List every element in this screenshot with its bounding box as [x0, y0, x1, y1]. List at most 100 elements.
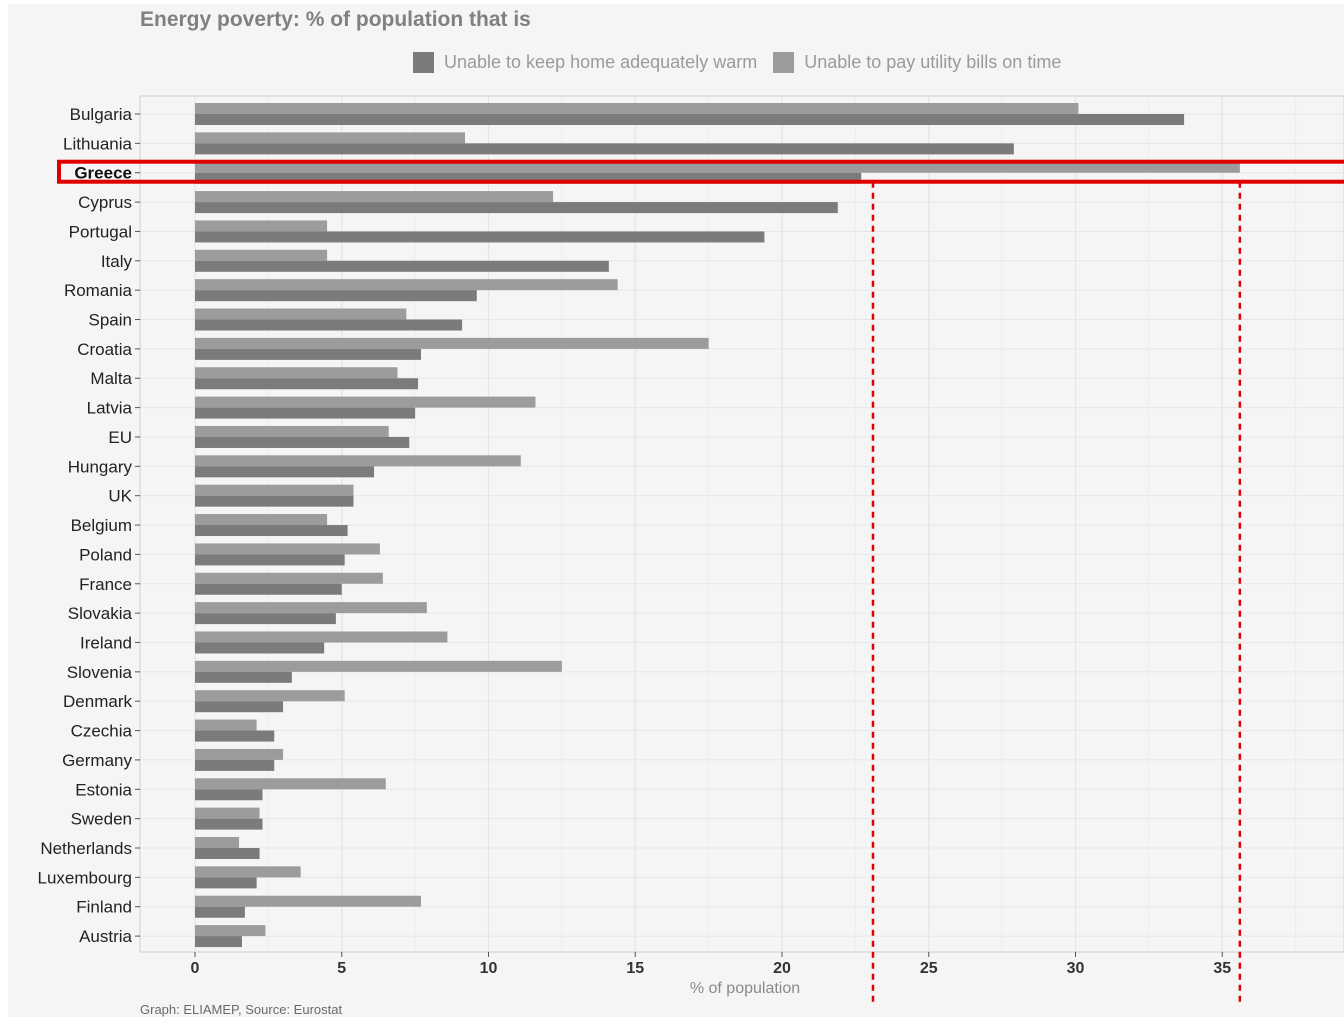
- bar-bills-latvia: [195, 396, 536, 408]
- bar-warm-luxembourg: [195, 877, 257, 889]
- y-tick-label-latvia: Latvia: [87, 399, 133, 418]
- x-tick-label: 15: [626, 960, 644, 977]
- plot-border: [139, 95, 1344, 953]
- bar-bills-slovakia: [195, 602, 427, 614]
- y-tick-label-france: France: [79, 575, 132, 594]
- y-tick-label-estonia: Estonia: [75, 780, 132, 799]
- bar-warm-germany: [195, 759, 275, 771]
- bar-bills-czechia: [195, 719, 257, 731]
- bar-bills-denmark: [195, 690, 345, 702]
- bar-bills-ireland: [195, 631, 448, 643]
- bar-bills-uk: [195, 484, 354, 496]
- y-tick-label-bulgaria: Bulgaria: [70, 105, 133, 124]
- y-tick-label-spain: Spain: [89, 311, 132, 330]
- legend-swatch-bills: [773, 51, 795, 73]
- y-tick-label-belgium: Belgium: [71, 516, 132, 535]
- legend-item-bills: Unable to pay utility bills on time: [773, 51, 1062, 73]
- bar-bills-cyprus: [195, 191, 554, 203]
- x-tick-label: 10: [480, 960, 498, 977]
- bar-warm-austria: [195, 936, 242, 948]
- legend-item-warm: Unable to keep home adequately warm: [413, 51, 758, 73]
- bar-bills-slovenia: [195, 660, 562, 672]
- bar-warm-hungary: [195, 466, 375, 478]
- bar-bills-romania: [195, 279, 618, 291]
- bar-bills-belgium: [195, 514, 328, 526]
- highlight-box-greece: [57, 159, 1344, 184]
- y-tick-label-romania: Romania: [64, 281, 133, 300]
- bar-warm-malta: [195, 378, 419, 390]
- y-tick-label-portugal: Portugal: [69, 222, 132, 241]
- y-tick-label-denmark: Denmark: [63, 692, 132, 711]
- chart-title: Energy poverty: % of population that is: [140, 8, 531, 31]
- bar-warm-croatia: [195, 348, 421, 360]
- bar-bills-austria: [195, 925, 266, 937]
- bar-bills-sweden: [195, 807, 260, 819]
- bar-bills-france: [195, 572, 383, 584]
- y-tick-label-austria: Austria: [79, 927, 132, 946]
- y-tick-label-slovakia: Slovakia: [68, 604, 133, 623]
- bar-warm-belgium: [195, 525, 348, 537]
- bar-bills-portugal: [195, 220, 328, 232]
- x-tick-label: 20: [773, 960, 791, 977]
- bar-warm-bulgaria: [195, 114, 1185, 125]
- bar-warm-slovakia: [195, 613, 336, 625]
- bar-bills-poland: [195, 543, 380, 555]
- bar-warm-cyprus: [195, 202, 838, 214]
- bar-warm-latvia: [195, 407, 416, 419]
- bar-warm-czechia: [195, 730, 275, 742]
- y-tick-label-ireland: Ireland: [80, 633, 132, 652]
- x-tick-label: 5: [337, 960, 346, 977]
- legend-label-warm: Unable to keep home adequately warm: [444, 51, 758, 72]
- bar-warm-finland: [195, 906, 245, 918]
- bar-warm-ireland: [195, 642, 325, 654]
- bar-bills-finland: [195, 895, 421, 907]
- bar-warm-netherlands: [195, 848, 260, 859]
- bar-bills-germany: [195, 748, 284, 760]
- bar-bills-eu: [195, 425, 389, 437]
- bar-bills-croatia: [195, 337, 709, 349]
- y-tick-label-slovenia: Slovenia: [67, 663, 133, 682]
- bar-bills-estonia: [195, 778, 386, 790]
- x-axis-title: % of population: [690, 980, 800, 997]
- x-tick-label: 25: [920, 960, 938, 977]
- bar-warm-uk: [195, 495, 354, 507]
- y-tick-label-croatia: Croatia: [77, 340, 132, 359]
- bar-bills-italy: [195, 249, 328, 261]
- bar-warm-denmark: [195, 701, 284, 713]
- y-tick-label-luxembourg: Luxembourg: [37, 868, 132, 887]
- legend: Unable to keep home adequately warm Unab…: [413, 49, 1077, 75]
- y-tick-label-germany: Germany: [62, 751, 132, 770]
- bar-warm-sweden: [195, 818, 263, 830]
- bar-bills-luxembourg: [195, 866, 301, 878]
- y-tick-label-lithuania: Lithuania: [63, 134, 133, 153]
- legend-label-bills: Unable to pay utility bills on time: [804, 51, 1062, 72]
- bar-warm-france: [195, 583, 342, 595]
- chart-caption: Graph: ELIAMEP, Source: Eurostat: [140, 1002, 343, 1017]
- y-tick-label-poland: Poland: [79, 545, 132, 564]
- bar-warm-estonia: [195, 789, 263, 801]
- legend-swatch-warm: [413, 51, 434, 73]
- bar-warm-portugal: [195, 231, 765, 243]
- bar-warm-romania: [195, 290, 477, 302]
- x-tick-label: 35: [1213, 960, 1231, 977]
- y-tick-label-czechia: Czechia: [71, 722, 133, 741]
- bar-warm-italy: [195, 260, 609, 272]
- y-tick-label-uk: UK: [108, 487, 132, 506]
- bar-warm-poland: [195, 554, 345, 566]
- y-tick-label-cyprus: Cyprus: [78, 193, 132, 212]
- bar-bills-netherlands: [195, 837, 240, 848]
- bar-bills-hungary: [195, 455, 521, 467]
- bar-bills-spain: [195, 308, 407, 320]
- bar-bills-malta: [195, 367, 398, 379]
- x-tick-label: 30: [1067, 960, 1085, 977]
- y-tick-label-netherlands: Netherlands: [40, 839, 132, 858]
- bar-warm-slovenia: [195, 671, 292, 683]
- y-tick-label-italy: Italy: [101, 252, 133, 271]
- bar-warm-lithuania: [195, 143, 1014, 155]
- bar-bills-lithuania: [195, 132, 466, 144]
- y-tick-label-eu: EU: [108, 428, 132, 447]
- y-tick-label-finland: Finland: [76, 898, 132, 917]
- y-tick-label-greece: Greece: [74, 164, 132, 183]
- y-tick-label-sweden: Sweden: [71, 810, 132, 829]
